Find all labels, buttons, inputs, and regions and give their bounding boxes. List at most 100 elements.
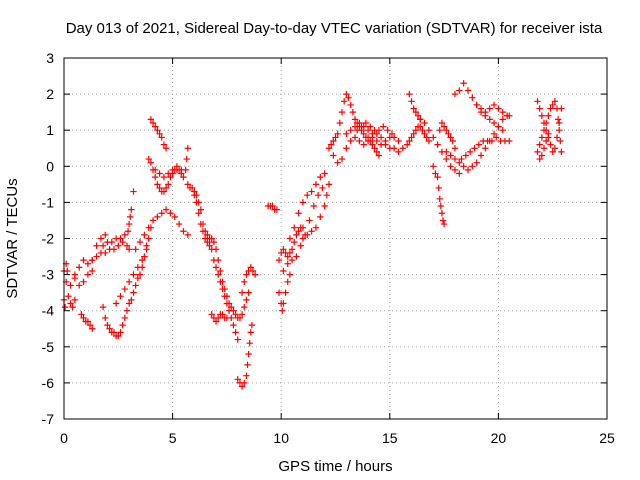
- data-point: [125, 246, 133, 253]
- data-point: [201, 228, 209, 235]
- data-point: [149, 119, 157, 127]
- data-point: [351, 134, 359, 141]
- data-point: [156, 130, 163, 138]
- data-point: [121, 231, 129, 239]
- data-point: [464, 87, 472, 94]
- data-point: [425, 127, 433, 134]
- data-point: [356, 137, 363, 145]
- data-point: [232, 329, 239, 336]
- data-point: [99, 303, 107, 311]
- data-point: [104, 321, 111, 329]
- data-point: [373, 130, 380, 138]
- data-point: [482, 108, 489, 116]
- data-point: [443, 155, 450, 163]
- data-point: [486, 116, 493, 123]
- data-point: [125, 278, 133, 286]
- data-point: [306, 217, 313, 224]
- data-point: [134, 264, 142, 271]
- data-point: [299, 235, 307, 242]
- data-point: [288, 256, 296, 264]
- data-point: [486, 105, 493, 112]
- data-point: [469, 163, 476, 170]
- data-point: [124, 228, 132, 235]
- plot-frame: [63, 57, 608, 420]
- data-point: [358, 123, 365, 130]
- data-point: [356, 119, 363, 127]
- y-tick-label: -3: [42, 267, 55, 283]
- data-point: [230, 321, 237, 329]
- data-point: [108, 238, 115, 246]
- data-point: [145, 235, 152, 242]
- y-tick-label: -6: [42, 375, 55, 391]
- data-point: [330, 152, 337, 159]
- data-point: [121, 285, 129, 293]
- data-point: [141, 231, 148, 239]
- data-point: [212, 246, 220, 253]
- data-point: [162, 145, 170, 152]
- data-point: [440, 123, 448, 130]
- data-point: [238, 383, 246, 390]
- data-point: [245, 350, 252, 358]
- data-point: [362, 119, 370, 127]
- data-point: [440, 220, 448, 228]
- data-point: [321, 202, 328, 210]
- data-point: [141, 253, 148, 260]
- data-point: [64, 267, 71, 275]
- data-point: [538, 134, 546, 141]
- data-point: [330, 137, 337, 145]
- data-point: [238, 289, 246, 296]
- data-point: [191, 191, 198, 199]
- data-point: [410, 130, 417, 138]
- data-point: [160, 173, 168, 181]
- data-point: [377, 134, 385, 141]
- data-point: [466, 148, 474, 156]
- data-point: [439, 217, 447, 224]
- data-point: [325, 181, 333, 188]
- data-point: [80, 314, 87, 322]
- x-tick-label: 25: [599, 430, 615, 446]
- data-point: [123, 242, 131, 249]
- x-tick-label: 10: [273, 430, 289, 446]
- data-point: [69, 303, 76, 311]
- data-point: [410, 105, 417, 112]
- data-point: [458, 155, 465, 163]
- data-point: [244, 361, 251, 369]
- data-point: [154, 181, 161, 188]
- data-point: [367, 123, 374, 130]
- data-point: [317, 213, 324, 221]
- data-point: [347, 101, 354, 109]
- data-point: [249, 267, 257, 275]
- data-point: [349, 108, 357, 116]
- data-point: [293, 231, 300, 239]
- data-point: [78, 311, 85, 318]
- data-point: [295, 210, 302, 217]
- data-point: [419, 127, 426, 134]
- data-point: [343, 145, 350, 152]
- data-point: [477, 105, 485, 112]
- x-tick-label: 20: [491, 430, 507, 446]
- data-point: [438, 210, 446, 217]
- data-point: [345, 94, 352, 101]
- data-point: [449, 137, 456, 145]
- data-point: [456, 170, 463, 177]
- data-point: [243, 271, 250, 278]
- data-point: [99, 242, 107, 249]
- x-tick-label: 5: [169, 430, 177, 446]
- data-point: [314, 191, 322, 199]
- data-point: [319, 184, 326, 192]
- y-tick-label: 3: [46, 50, 54, 66]
- y-tick-label: -2: [42, 231, 55, 247]
- data-point: [273, 206, 281, 213]
- data-point: [536, 105, 543, 112]
- data-point: [180, 173, 187, 181]
- data-point: [67, 282, 74, 289]
- data-point: [184, 231, 192, 239]
- data-point: [334, 130, 341, 138]
- data-point: [197, 206, 205, 213]
- data-point: [323, 191, 331, 199]
- data-point: [210, 238, 218, 246]
- data-point: [288, 246, 296, 253]
- data-point: [538, 112, 546, 119]
- data-point: [71, 271, 79, 278]
